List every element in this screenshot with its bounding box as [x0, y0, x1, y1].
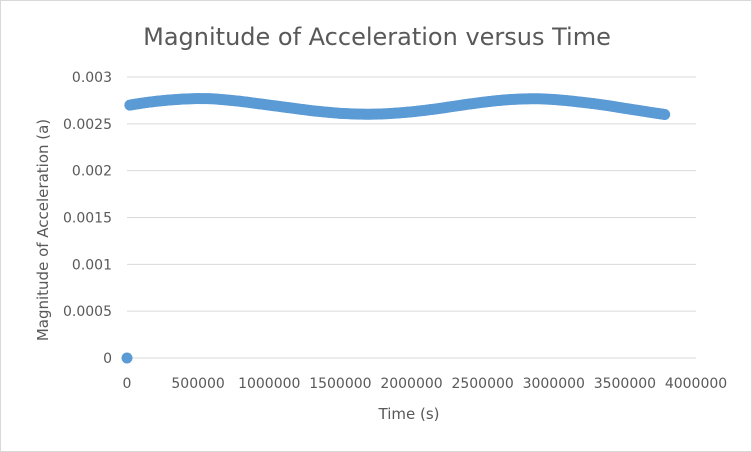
chart-title: Magnitude of Acceleration versus Time [143, 23, 611, 51]
x-tick-label: 1000000 [238, 376, 300, 392]
y-tick-label: 0.002 [72, 164, 112, 180]
x-tick-label: 0 [123, 376, 132, 392]
y-axis-title: Magnitude of Acceleration (a) [34, 119, 52, 341]
x-tick-label: 3500000 [594, 376, 656, 392]
data-points [121, 93, 671, 364]
y-tick-label: 0.0005 [63, 304, 112, 320]
y-tick-label: 0 [103, 351, 112, 367]
x-tick-label: 2000000 [380, 376, 442, 392]
gridlines [127, 76, 696, 359]
y-tick-label: 0.0025 [63, 117, 112, 133]
x-tick-label: 2500000 [451, 376, 513, 392]
y-tick-label: 0.003 [72, 70, 112, 86]
x-tick-labels: 0 500000 1000000 1500000 2000000 2500000 30000… [123, 376, 728, 392]
y-tick-label: 0.0015 [63, 211, 112, 227]
data-point [659, 108, 671, 120]
y-tick-labels: 0 0.0005 0.001 0.0015 0.002 0.0025 0.003 [63, 70, 112, 367]
y-tick-label: 0.001 [72, 257, 112, 273]
x-axis-title: Time (s) [378, 405, 440, 423]
x-tick-label: 4000000 [665, 376, 727, 392]
x-tick-label: 500000 [171, 376, 224, 392]
x-tick-label: 1500000 [309, 376, 371, 392]
data-point [121, 352, 133, 364]
x-tick-label: 3000000 [523, 376, 585, 392]
